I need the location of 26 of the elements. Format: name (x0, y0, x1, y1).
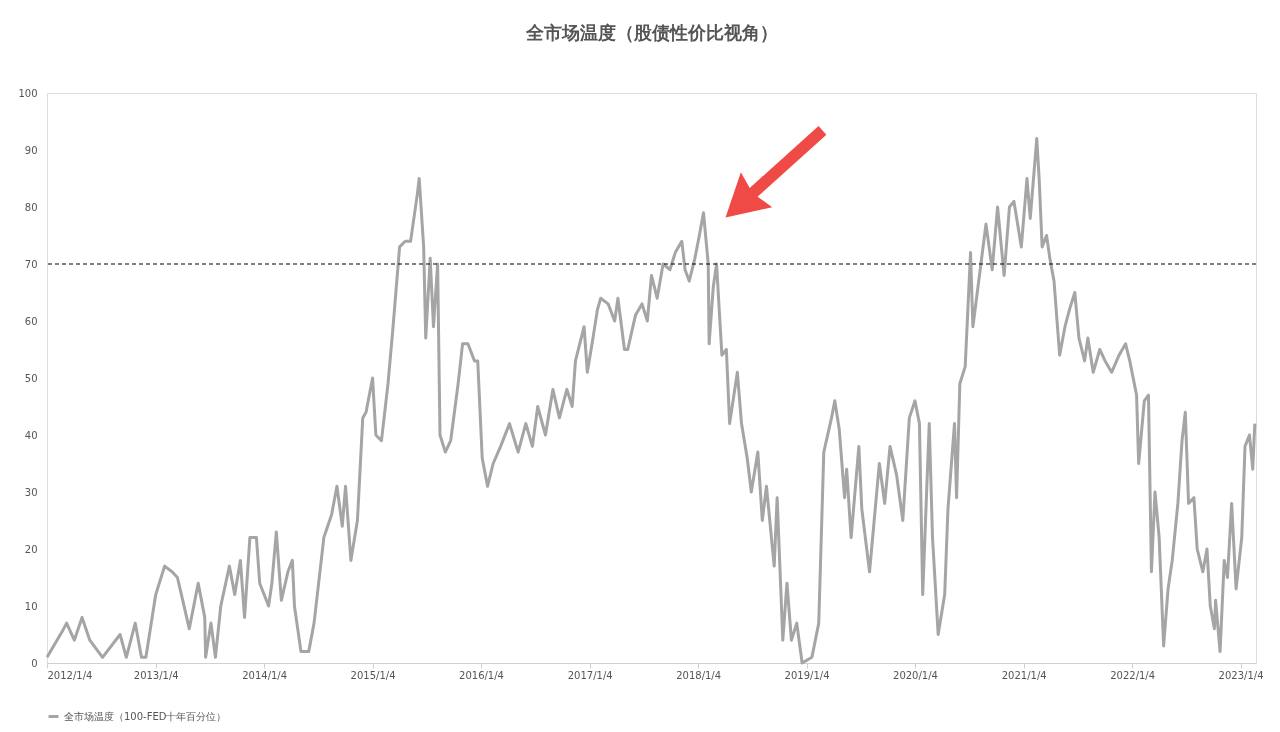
legend-label: 全市场温度（100-FED十年百分位） (64, 710, 227, 722)
x-tick-label: 2020/1/4 (893, 669, 938, 681)
y-tick-label: 40 (24, 429, 38, 441)
x-tick-label: 2022/1/4 (1110, 669, 1156, 681)
y-tick-label: 30 (24, 486, 38, 498)
x-tick-label: 2015/1/4 (350, 669, 396, 681)
x-tick-label: 2018/1/4 (676, 669, 722, 681)
y-tick-label: 60 (24, 315, 38, 327)
x-tick-label: 2013/1/4 (133, 669, 179, 681)
x-tick-label: 2019/1/4 (784, 669, 830, 681)
y-tick-label: 20 (24, 543, 38, 555)
y-tick-label: 70 (24, 258, 38, 270)
y-tick-label: 100 (18, 87, 38, 99)
y-tick-label: 50 (24, 372, 38, 384)
x-tick-label: 2016/1/4 (459, 669, 504, 681)
y-tick-label: 0 (31, 657, 38, 669)
chart-title: 全市场温度（股债性价比视角） (524, 22, 778, 43)
x-tick-label: 2017/1/4 (567, 669, 613, 681)
y-tick-label: 90 (24, 144, 38, 156)
x-tick-label: 2021/1/4 (1001, 669, 1047, 681)
x-tick-label: 2023/1/4 (1218, 669, 1264, 681)
x-tick-label: 2014/1/4 (242, 669, 288, 681)
y-tick-label: 10 (24, 600, 38, 612)
line-series (45, 137, 1257, 665)
x-tick-label: 2012/1/4 (47, 669, 93, 681)
y-tick-label: 80 (24, 201, 38, 213)
